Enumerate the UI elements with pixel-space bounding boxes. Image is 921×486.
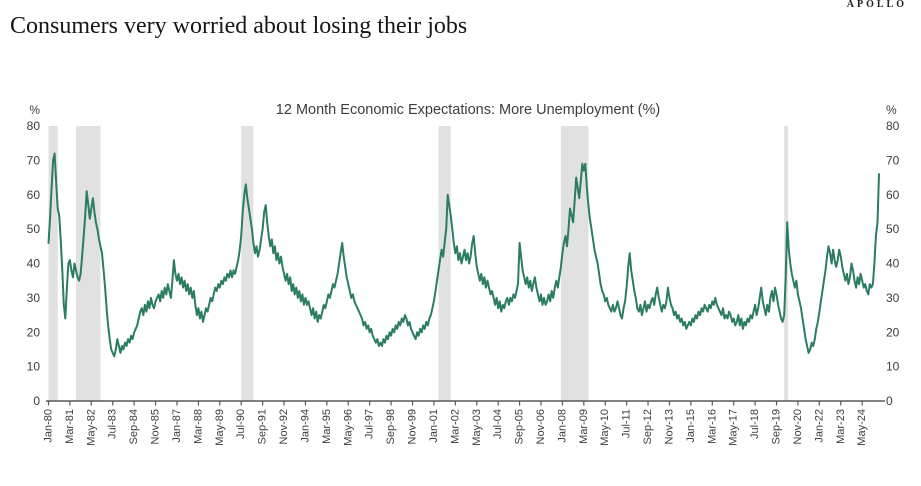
x-axis-label: Jul-04	[492, 409, 504, 439]
y-axis-label-right: 0	[886, 394, 893, 408]
y-axis-label-right: 50	[886, 222, 900, 236]
x-axis-label: Jan-01	[428, 409, 440, 443]
x-axis-label: Jan-08	[556, 409, 568, 443]
recession-band	[241, 126, 254, 401]
x-axis-label: Mar-23	[835, 409, 847, 444]
apollo-logo: APOLLO	[846, 0, 907, 10]
x-axis-label: Jul-11	[621, 409, 633, 438]
x-axis-label: May-17	[728, 409, 740, 446]
y-axis-label-right: 30	[886, 291, 900, 305]
x-axis-label: Nov-99	[407, 409, 419, 444]
y-axis-label-left: 0	[33, 394, 40, 408]
x-axis-label: Jan-94	[299, 409, 311, 443]
x-axis-label: Mar-88	[192, 409, 204, 444]
recession-bands	[48, 126, 789, 401]
x-axis-label: Jan-22	[813, 409, 825, 443]
y-axis-unit-right: %	[886, 103, 897, 117]
recession-band	[76, 126, 101, 401]
y-axis-unit-left: %	[29, 103, 40, 117]
x-axis-label: May-10	[599, 409, 611, 446]
x-axis-label: May-96	[342, 409, 354, 446]
y-axis-label-left: 70	[27, 153, 41, 167]
y-axis-label-left: 40	[27, 257, 41, 271]
y-axis-label-right: 80	[886, 119, 900, 133]
x-axis-label: Jul-97	[364, 409, 376, 439]
x-axis-label: Jul-18	[749, 409, 761, 439]
x-axis-label: Nov-13	[663, 409, 675, 444]
x-axis-label: Mar-95	[321, 409, 333, 444]
y-axis-label-right: 60	[886, 188, 900, 202]
x-axis-label: Jan-15	[685, 409, 697, 443]
x-axis-label: Nov-85	[150, 409, 162, 444]
y-axis-labels: 0 0 10 10 20 20 30 30 40 40 50 50 60 60 70 70 80 80	[27, 119, 900, 408]
x-axis-label: May-82	[85, 409, 97, 446]
y-axis-label-left: 10	[27, 360, 41, 374]
x-axis-label: Jul-90	[235, 409, 247, 439]
x-axis-label: Nov-20	[792, 409, 804, 444]
x-axis-label: Sep-84	[128, 409, 140, 444]
y-axis-label-right: 20	[886, 325, 900, 339]
series-line-more-unemployment	[47, 152, 880, 358]
y-axis-label-right: 40	[886, 257, 900, 271]
x-axis-label: May-24	[856, 409, 868, 446]
x-axis-label: May-03	[471, 409, 483, 446]
x-axis-label: Mar-81	[64, 409, 76, 444]
x-axis-label: Jan-87	[171, 409, 183, 443]
recession-band	[560, 126, 589, 401]
y-axis-label-left: 60	[27, 188, 41, 202]
y-axis-label-left: 30	[27, 291, 41, 305]
x-axis-label: Mar-16	[706, 409, 718, 444]
y-axis-label-right: 70	[886, 153, 900, 167]
x-axis-label: Jan-80	[43, 409, 55, 443]
y-axis-label-left: 50	[27, 222, 41, 236]
x-axis-label: Sep-05	[514, 409, 526, 444]
x-axis-label: Mar-09	[578, 409, 590, 444]
x-axis-label: Sep-91	[257, 409, 269, 444]
page-title: Consumers very worried about losing thei…	[10, 13, 468, 39]
x-axis-label: Sep-12	[642, 409, 654, 444]
x-axis-label: Nov-06	[535, 409, 547, 444]
y-axis-label-left: 20	[27, 325, 41, 339]
x-axis-label: Nov-92	[278, 409, 290, 444]
chart-title: 12 Month Economic Expectations: More Une…	[275, 102, 661, 118]
x-axis-label: Sep-98	[385, 409, 397, 444]
x-axis-label: Sep-19	[771, 409, 783, 444]
y-axis-label-left: 80	[27, 119, 41, 133]
x-axis-label: May-89	[214, 409, 226, 446]
x-axis: Jan-80 Mar-81 May-82 Jul-83 Sep-84 Nov-85 Jan-…	[43, 400, 885, 446]
recession-band	[48, 126, 58, 401]
y-axis-label-right: 10	[886, 360, 900, 374]
x-axis-label: Jul-83	[107, 409, 119, 439]
x-axis-label: Mar-02	[449, 409, 461, 444]
